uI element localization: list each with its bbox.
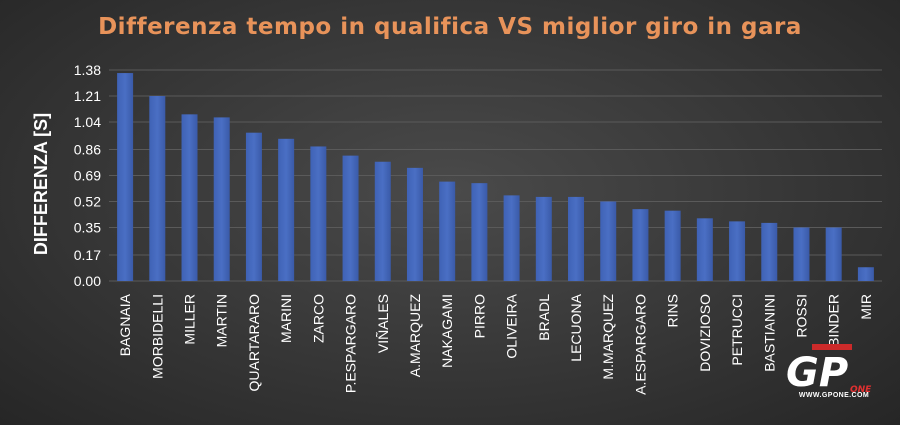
x-category-label: QUARTARARO — [246, 294, 262, 392]
y-tick-label: 0.69 — [74, 168, 101, 184]
bar-binder — [825, 227, 842, 281]
bar-nakagami — [439, 181, 456, 281]
x-category-label: BINDER — [826, 294, 842, 347]
x-category-label: NAKAGAMI — [439, 294, 455, 368]
bar-miller — [181, 114, 198, 281]
bar-vi-ales — [374, 161, 391, 281]
bars — [117, 73, 874, 281]
bar-bastianini — [761, 222, 778, 281]
y-tick-label: 0.52 — [74, 193, 101, 209]
y-tick-label: 0.86 — [74, 142, 101, 158]
x-category-label: RINS — [665, 294, 681, 327]
bar-bagnaia — [117, 73, 134, 281]
x-category-label: MIR — [858, 294, 874, 320]
bar-lecuona — [568, 196, 585, 281]
bar-rossi — [793, 227, 810, 281]
y-axis-title: DIFFERENZA [S] — [31, 113, 51, 255]
x-category-label: P.ESPARGARO — [343, 294, 359, 393]
chart-title: Differenza tempo in qualifica VS miglior… — [98, 14, 802, 40]
bar-martin — [213, 117, 230, 281]
x-category-label: BAGNAIA — [117, 293, 133, 356]
category-labels: BAGNAIA MORBIDELLI MILLER MARTIN QUARTARARO M… — [117, 293, 874, 395]
y-tick-label: 1.04 — [74, 114, 101, 130]
x-category-label: ROSSI — [793, 294, 809, 338]
x-category-label: DOVIZIOSO — [697, 294, 713, 372]
grid-lines — [109, 69, 882, 282]
y-tick-label: 1.21 — [74, 88, 101, 104]
bar-quartararo — [245, 132, 262, 281]
x-category-label: ZARCO — [310, 294, 326, 343]
y-tick-label: 1.38 — [74, 62, 101, 78]
bar-mir — [857, 267, 874, 281]
x-category-label: OLIVEIRA — [504, 293, 520, 358]
logo-text: GP — [786, 350, 848, 396]
x-category-label: BASTIANINI — [761, 294, 777, 372]
bar-marini — [278, 138, 295, 281]
x-category-label: VIÑALES — [375, 294, 391, 353]
bar-rins — [664, 210, 681, 281]
y-tick-label: 0.00 — [74, 273, 101, 289]
bar-dovizioso — [696, 218, 713, 281]
x-category-label: BRADL — [536, 294, 552, 341]
bar-petrucci — [729, 221, 746, 281]
y-tick-label: 0.17 — [74, 247, 101, 263]
x-category-label: A.ESPARGARO — [632, 294, 648, 395]
y-tick-labels: 0.00 0.17 0.35 0.52 0.69 0.86 1.04 1.21 1.38 — [74, 62, 101, 289]
x-category-label: A.MARQUEZ — [407, 294, 423, 378]
bar-a-marquez — [406, 167, 423, 281]
bar-m-marquez — [600, 201, 617, 281]
x-category-label: MARTIN — [214, 294, 230, 347]
bar-p-espargaro — [342, 155, 359, 281]
bar-a-espargaro — [632, 209, 649, 281]
y-tick-label: 0.35 — [74, 219, 101, 235]
x-category-label: M.MARQUEZ — [600, 294, 616, 380]
x-category-label: MILLER — [182, 294, 198, 345]
bar-zarco — [310, 146, 327, 281]
bar-oliveira — [503, 195, 520, 281]
x-category-label: PETRUCCI — [729, 294, 745, 366]
bar-pirro — [471, 183, 488, 281]
x-category-label: MORBIDELLI — [149, 294, 165, 379]
watermark-url: WWW.GPONE.COM — [798, 392, 870, 399]
logo-sub-text: ONE — [850, 385, 872, 395]
x-category-label: PIRRO — [471, 294, 487, 338]
logo-red-stripe — [812, 344, 852, 350]
bar-morbidelli — [149, 95, 166, 281]
bar-bradl — [535, 196, 552, 281]
gpone-logo: GP ONE — [786, 344, 872, 396]
x-category-label: MARINI — [278, 294, 294, 343]
x-category-label: LECUONA — [568, 293, 584, 361]
